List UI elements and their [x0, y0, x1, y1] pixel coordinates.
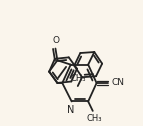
Text: O: O [53, 36, 60, 45]
Text: CH₃: CH₃ [86, 114, 102, 123]
Text: N: N [67, 105, 75, 115]
Text: CH₃: CH₃ [70, 74, 86, 83]
Text: CN: CN [112, 78, 125, 87]
